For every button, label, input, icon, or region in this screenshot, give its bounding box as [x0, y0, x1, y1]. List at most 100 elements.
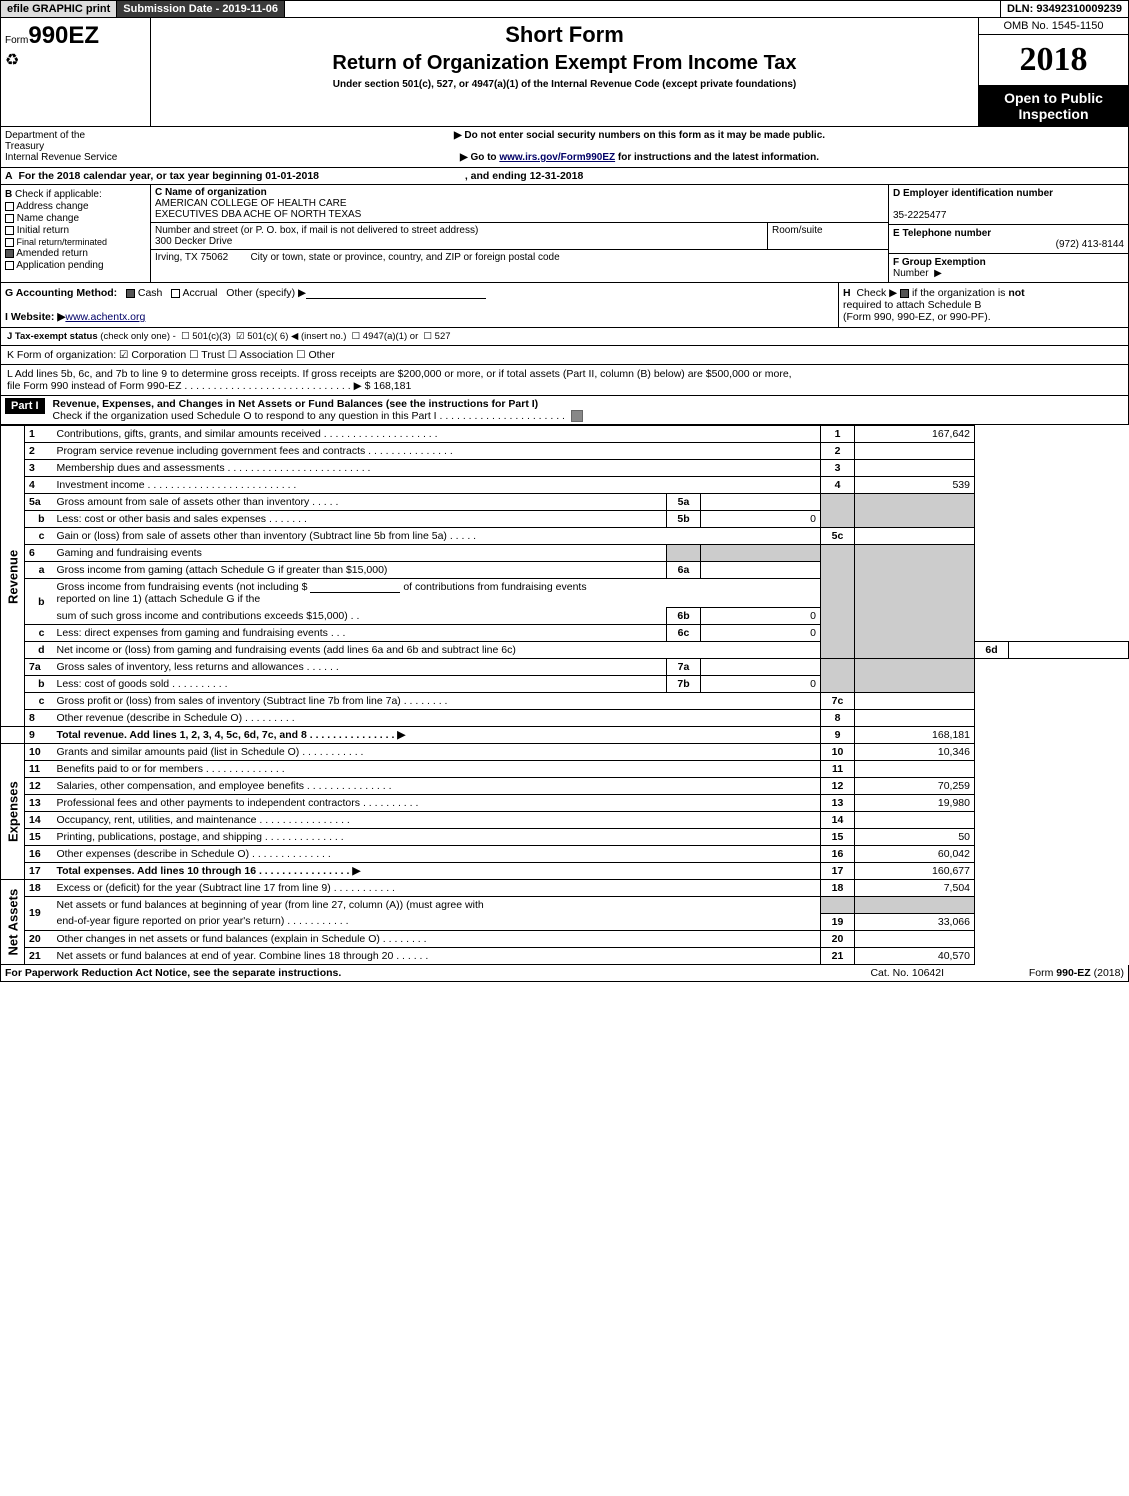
efile-print-button[interactable]: efile GRAPHIC print: [1, 1, 117, 17]
line-3-outnum: 3: [821, 460, 855, 477]
line-7b-inval: 0: [701, 676, 821, 693]
line-3-num: 3: [25, 460, 53, 477]
line-17-num: 17: [25, 863, 53, 880]
box-h-schedule-b: H Check ▶ if the organization is not req…: [838, 283, 1128, 327]
line-5c-val: [855, 528, 975, 545]
line-6a-innum: 6a: [667, 562, 701, 579]
row-j-tax-exempt-status: J Tax-exempt status (check only one) - ☐…: [0, 328, 1129, 346]
cat-no: Cat. No. 10642I: [870, 967, 944, 979]
box-e-phone: E Telephone number (972) 413-8144: [889, 225, 1128, 254]
recycle-icon: ♻: [5, 50, 146, 70]
line-5b-inval: 0: [701, 511, 821, 528]
line-2-desc: Program service revenue including govern…: [53, 443, 821, 460]
topbar: efile GRAPHIC print Submission Date - 20…: [0, 0, 1129, 18]
line-21-desc: Net assets or fund balances at end of ye…: [53, 947, 821, 964]
section-bcde: B Check if applicable: Address change Na…: [0, 185, 1129, 283]
line-14-val: [855, 812, 975, 829]
chk-cash[interactable]: [126, 289, 135, 298]
chk-initial-return[interactable]: Initial return: [5, 225, 146, 236]
line-21-num: 21: [25, 947, 53, 964]
row-k-form-of-org: K Form of organization: ☑ Corporation ☐ …: [0, 346, 1129, 365]
chk-final-return[interactable]: Final return/terminated: [5, 237, 146, 247]
line-13-desc: Professional fees and other payments to …: [53, 795, 821, 812]
line-5c-num: c: [25, 528, 53, 545]
form-footer-label: Form 990-EZ (2018): [944, 967, 1124, 979]
line-7a-num: 7a: [25, 659, 53, 676]
schedule-o-checkbox[interactable]: [571, 410, 583, 422]
page-footer: For Paperwork Reduction Act Notice, see …: [0, 965, 1129, 982]
line-18-outnum: 18: [821, 880, 855, 897]
line-15-desc: Printing, publications, postage, and shi…: [53, 829, 821, 846]
line-11-desc: Benefits paid to or for members . . . . …: [53, 761, 821, 778]
line-4-desc: Investment income . . . . . . . . . . . …: [53, 477, 821, 494]
line-6b-desc: Gross income from fundraising events (no…: [53, 579, 821, 608]
paperwork-notice: For Paperwork Reduction Act Notice, see …: [5, 967, 870, 979]
line-6b-num: b: [25, 579, 53, 625]
grey-19: [821, 897, 855, 914]
line-17-val: 160,677: [855, 863, 975, 880]
line-19-desc: Net assets or fund balances at beginning…: [53, 897, 821, 914]
line-19-outnum: 19: [821, 913, 855, 930]
chk-application-pending[interactable]: Application pending: [5, 260, 146, 271]
dept-instructions-row: Department of the Treasury Internal Reve…: [0, 126, 1129, 168]
line-10-num: 10: [25, 744, 53, 761]
line-18-desc: Excess or (deficit) for the year (Subtra…: [53, 880, 821, 897]
line-14-outnum: 14: [821, 812, 855, 829]
line-1-num: 1: [25, 426, 53, 443]
line-6a-desc: Gross income from gaming (attach Schedul…: [53, 562, 667, 579]
form-990ez: 990EZ: [28, 22, 99, 49]
boxes-def: D Employer identification number 35-2225…: [888, 185, 1128, 282]
line-20-num: 20: [25, 930, 53, 947]
chk-accrual[interactable]: [171, 289, 180, 298]
line-21-val: 40,570: [855, 947, 975, 964]
line-10-val: 10,346: [855, 744, 975, 761]
line-8-val: [855, 710, 975, 727]
line-7a-desc: Gross sales of inventory, less returns a…: [53, 659, 667, 676]
header-right-box: OMB No. 1545-1150 2018 Open to PublicIns…: [978, 18, 1128, 126]
form-header: Form990EZ ♻ Short Form Return of Organiz…: [0, 18, 1129, 127]
submission-date: Submission Date - 2019-11-06: [117, 1, 285, 17]
chk-schedule-b[interactable]: [900, 289, 909, 298]
line-14-desc: Occupancy, rent, utilities, and maintena…: [53, 812, 821, 829]
line-13-val: 19,980: [855, 795, 975, 812]
line-5c-desc: Gain or (loss) from sale of assets other…: [53, 528, 821, 545]
line-10-outnum: 10: [821, 744, 855, 761]
expenses-side-label: Expenses: [1, 744, 25, 880]
line-10-desc: Grants and similar amounts paid (list in…: [53, 744, 821, 761]
chk-name-change[interactable]: Name change: [5, 213, 146, 224]
street-row: Number and street (or P. O. box, if mail…: [151, 223, 888, 250]
line-7b-num: b: [25, 676, 53, 693]
line-1-desc: Contributions, gifts, grants, and simila…: [53, 426, 821, 443]
line-6b-desc2: sum of such gross income and contributio…: [53, 608, 667, 625]
line-15-num: 15: [25, 829, 53, 846]
line-9-outnum: 9: [821, 727, 855, 744]
part-1-label: Part I: [5, 398, 45, 414]
line-8-desc: Other revenue (describe in Schedule O) .…: [53, 710, 821, 727]
line-a-tax-year: A For the 2018 calendar year, or tax yea…: [0, 168, 1129, 185]
line-9-val: 168,181: [855, 727, 975, 744]
line-17-outnum: 17: [821, 863, 855, 880]
grey-5: [821, 494, 855, 528]
line-16-desc: Other expenses (describe in Schedule O) …: [53, 846, 821, 863]
line-4-num: 4: [25, 477, 53, 494]
line-5a-desc: Gross amount from sale of assets other t…: [53, 494, 667, 511]
grey-19v: [855, 897, 975, 914]
chk-address-change[interactable]: Address change: [5, 201, 146, 212]
line-12-outnum: 12: [821, 778, 855, 795]
irs-link[interactable]: www.irs.gov/Form990EZ: [499, 152, 615, 163]
line-7a-inval: [701, 659, 821, 676]
grey-5v: [855, 494, 975, 528]
website-link[interactable]: www.achentx.org: [65, 311, 145, 323]
line-16-outnum: 16: [821, 846, 855, 863]
room-suite: Room/suite: [768, 223, 888, 249]
instructions-text: ▶ Do not enter social security numbers o…: [151, 126, 1128, 167]
form-subtitle: Under section 501(c), 527, or 4947(a)(1)…: [159, 79, 970, 90]
line-5a-inval: [701, 494, 821, 511]
chk-amended-return[interactable]: Amended return: [5, 248, 146, 259]
line-2-num: 2: [25, 443, 53, 460]
line-11-val: [855, 761, 975, 778]
tax-year: 2018: [979, 35, 1128, 86]
row-l-gross-receipts: L Add lines 5b, 6c, and 7b to line 9 to …: [0, 365, 1129, 396]
line-6-desc: Gaming and fundraising events: [53, 545, 667, 562]
line-7a-innum: 7a: [667, 659, 701, 676]
